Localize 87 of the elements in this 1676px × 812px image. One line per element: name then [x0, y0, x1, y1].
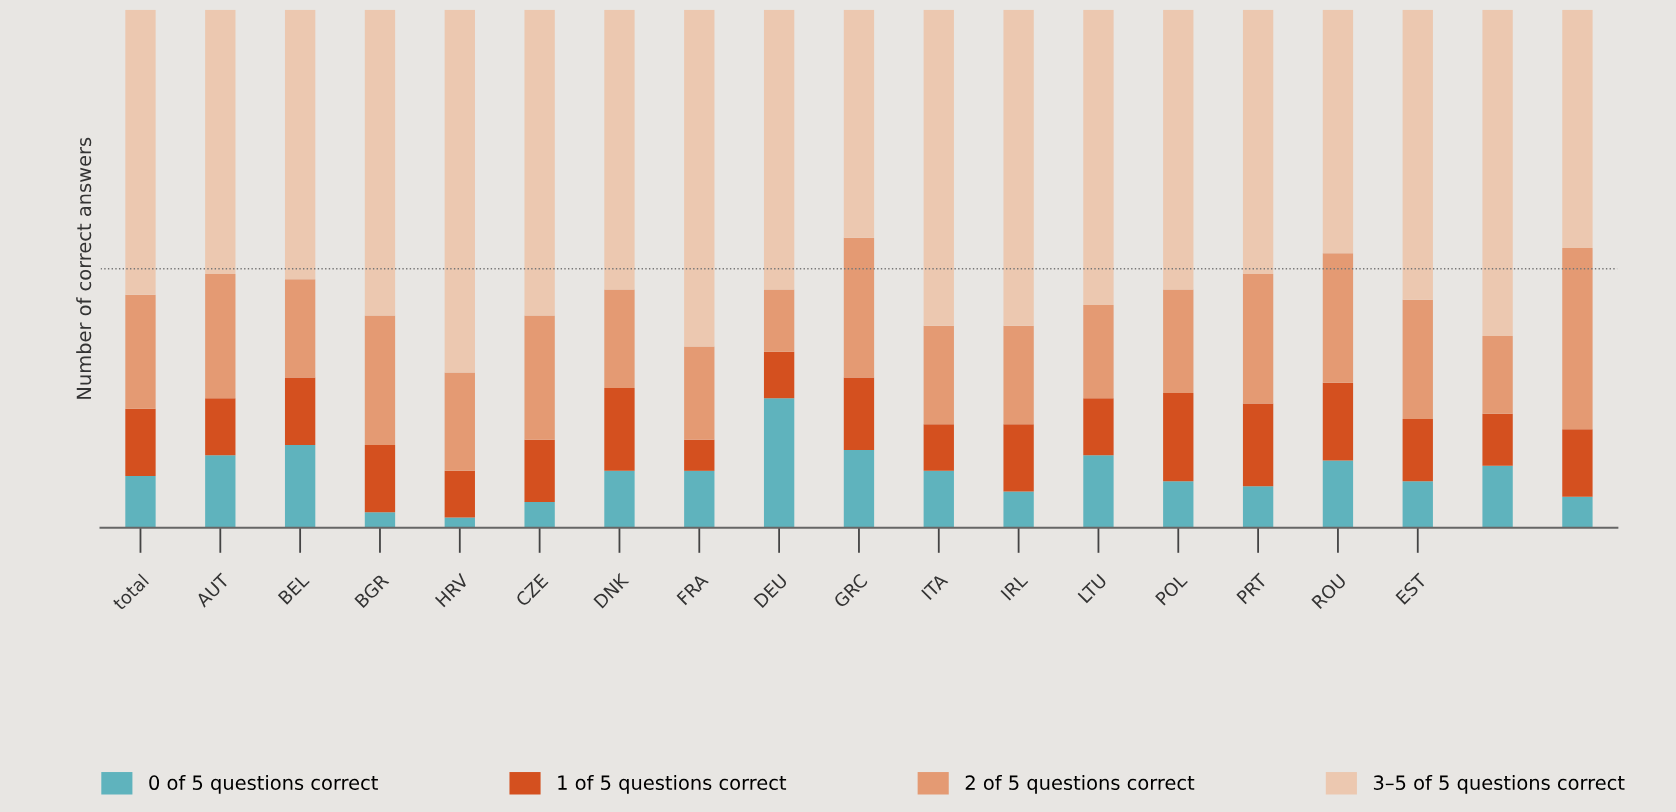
legend-label: 0 of 5 questions correct — [149, 774, 378, 794]
bar — [1242, 403, 1274, 487]
bar — [923, 325, 954, 425]
bar — [205, 398, 236, 456]
bar — [1163, 393, 1194, 482]
bar — [604, 9, 635, 290]
bar — [684, 346, 715, 440]
bar — [843, 237, 875, 378]
legend-label: 2 of 5 questions correct — [965, 774, 1195, 794]
bar — [524, 439, 555, 502]
bar — [1242, 9, 1274, 274]
bar — [1482, 336, 1513, 414]
bar — [1003, 424, 1034, 492]
bar — [524, 501, 555, 528]
bar — [1402, 481, 1433, 528]
bar — [205, 455, 236, 528]
bar — [284, 279, 316, 378]
bar — [684, 470, 715, 528]
bar — [1562, 429, 1593, 497]
bar — [364, 9, 396, 316]
bar — [444, 372, 475, 471]
x-tick-label: ITA — [921, 572, 949, 600]
bar — [684, 439, 715, 471]
x-tick-label: LTU — [1077, 573, 1108, 604]
bar — [1083, 305, 1114, 399]
bar — [1003, 9, 1034, 326]
bar — [843, 9, 875, 238]
bar — [364, 315, 396, 445]
bar — [923, 9, 954, 326]
bar — [923, 470, 954, 528]
bar — [1482, 413, 1513, 466]
bar — [125, 294, 156, 409]
bar — [1083, 455, 1114, 528]
x-tick-label: BEL — [277, 572, 310, 605]
bar — [1322, 382, 1354, 461]
bar — [1402, 9, 1433, 300]
bar — [604, 387, 635, 471]
x-tick-label: FRA — [676, 572, 709, 606]
legend-label: 3–5 of 5 questions correct — [1373, 774, 1625, 794]
bar — [1482, 9, 1513, 337]
bar — [1402, 419, 1433, 482]
bar — [1242, 273, 1274, 404]
bar — [1003, 325, 1034, 425]
bar — [1003, 491, 1034, 528]
bar — [604, 289, 635, 388]
bar — [1562, 496, 1593, 528]
bar — [284, 377, 316, 445]
bar — [1083, 398, 1114, 456]
bar — [1163, 9, 1194, 290]
bar — [1402, 299, 1433, 420]
bar — [763, 351, 795, 399]
bar — [524, 9, 555, 316]
bar — [843, 450, 875, 528]
bar — [524, 315, 555, 440]
bar — [1242, 486, 1274, 528]
bar — [444, 470, 475, 518]
bar — [1163, 289, 1194, 394]
x-tick-label: POL — [1154, 572, 1189, 606]
bar — [1562, 9, 1593, 249]
bar — [763, 9, 795, 290]
bar — [444, 9, 475, 373]
bar — [125, 9, 156, 295]
bar — [364, 512, 396, 528]
x-tick-label: IRL — [1000, 572, 1029, 601]
bar — [1083, 9, 1114, 306]
bar — [1322, 253, 1354, 383]
bar — [1562, 248, 1593, 430]
bar — [684, 9, 715, 347]
bar — [1322, 460, 1354, 528]
bar — [205, 273, 236, 399]
bar — [923, 424, 954, 471]
bar — [604, 470, 635, 528]
bar — [763, 289, 795, 352]
bar — [843, 377, 875, 451]
bar — [205, 9, 236, 274]
bar — [125, 408, 156, 476]
bar — [444, 517, 475, 528]
bar — [1482, 465, 1513, 528]
legend-label: 1 of 5 questions correct — [558, 774, 787, 794]
bar — [1322, 9, 1354, 254]
bar — [125, 475, 156, 528]
bar — [284, 9, 316, 280]
bar — [1163, 481, 1194, 528]
y-axis-title: Number of correct answers — [76, 137, 92, 399]
bar — [763, 398, 795, 528]
bar — [284, 444, 316, 528]
bar — [364, 444, 396, 513]
